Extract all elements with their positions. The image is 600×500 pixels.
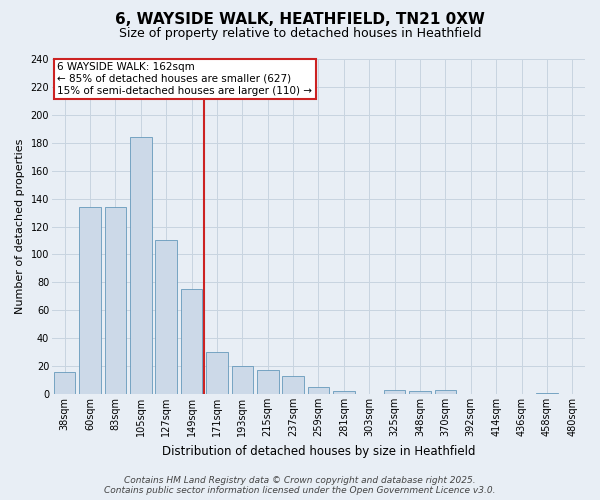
Bar [54,372,76,394]
Bar [434,390,456,394]
Bar [130,137,152,394]
Bar [409,391,431,394]
Bar [536,392,558,394]
Y-axis label: Number of detached properties: Number of detached properties [15,139,25,314]
Bar [155,240,177,394]
X-axis label: Distribution of detached houses by size in Heathfield: Distribution of detached houses by size … [162,444,475,458]
Text: 6, WAYSIDE WALK, HEATHFIELD, TN21 0XW: 6, WAYSIDE WALK, HEATHFIELD, TN21 0XW [115,12,485,28]
Bar [181,290,202,394]
Bar [308,387,329,394]
Bar [283,376,304,394]
Text: Contains HM Land Registry data © Crown copyright and database right 2025.
Contai: Contains HM Land Registry data © Crown c… [104,476,496,495]
Bar [79,207,101,394]
Bar [257,370,278,394]
Bar [232,366,253,394]
Bar [104,207,126,394]
Bar [384,390,406,394]
Text: 6 WAYSIDE WALK: 162sqm
← 85% of detached houses are smaller (627)
15% of semi-de: 6 WAYSIDE WALK: 162sqm ← 85% of detached… [57,62,312,96]
Bar [206,352,228,394]
Text: Size of property relative to detached houses in Heathfield: Size of property relative to detached ho… [119,28,481,40]
Bar [333,391,355,394]
